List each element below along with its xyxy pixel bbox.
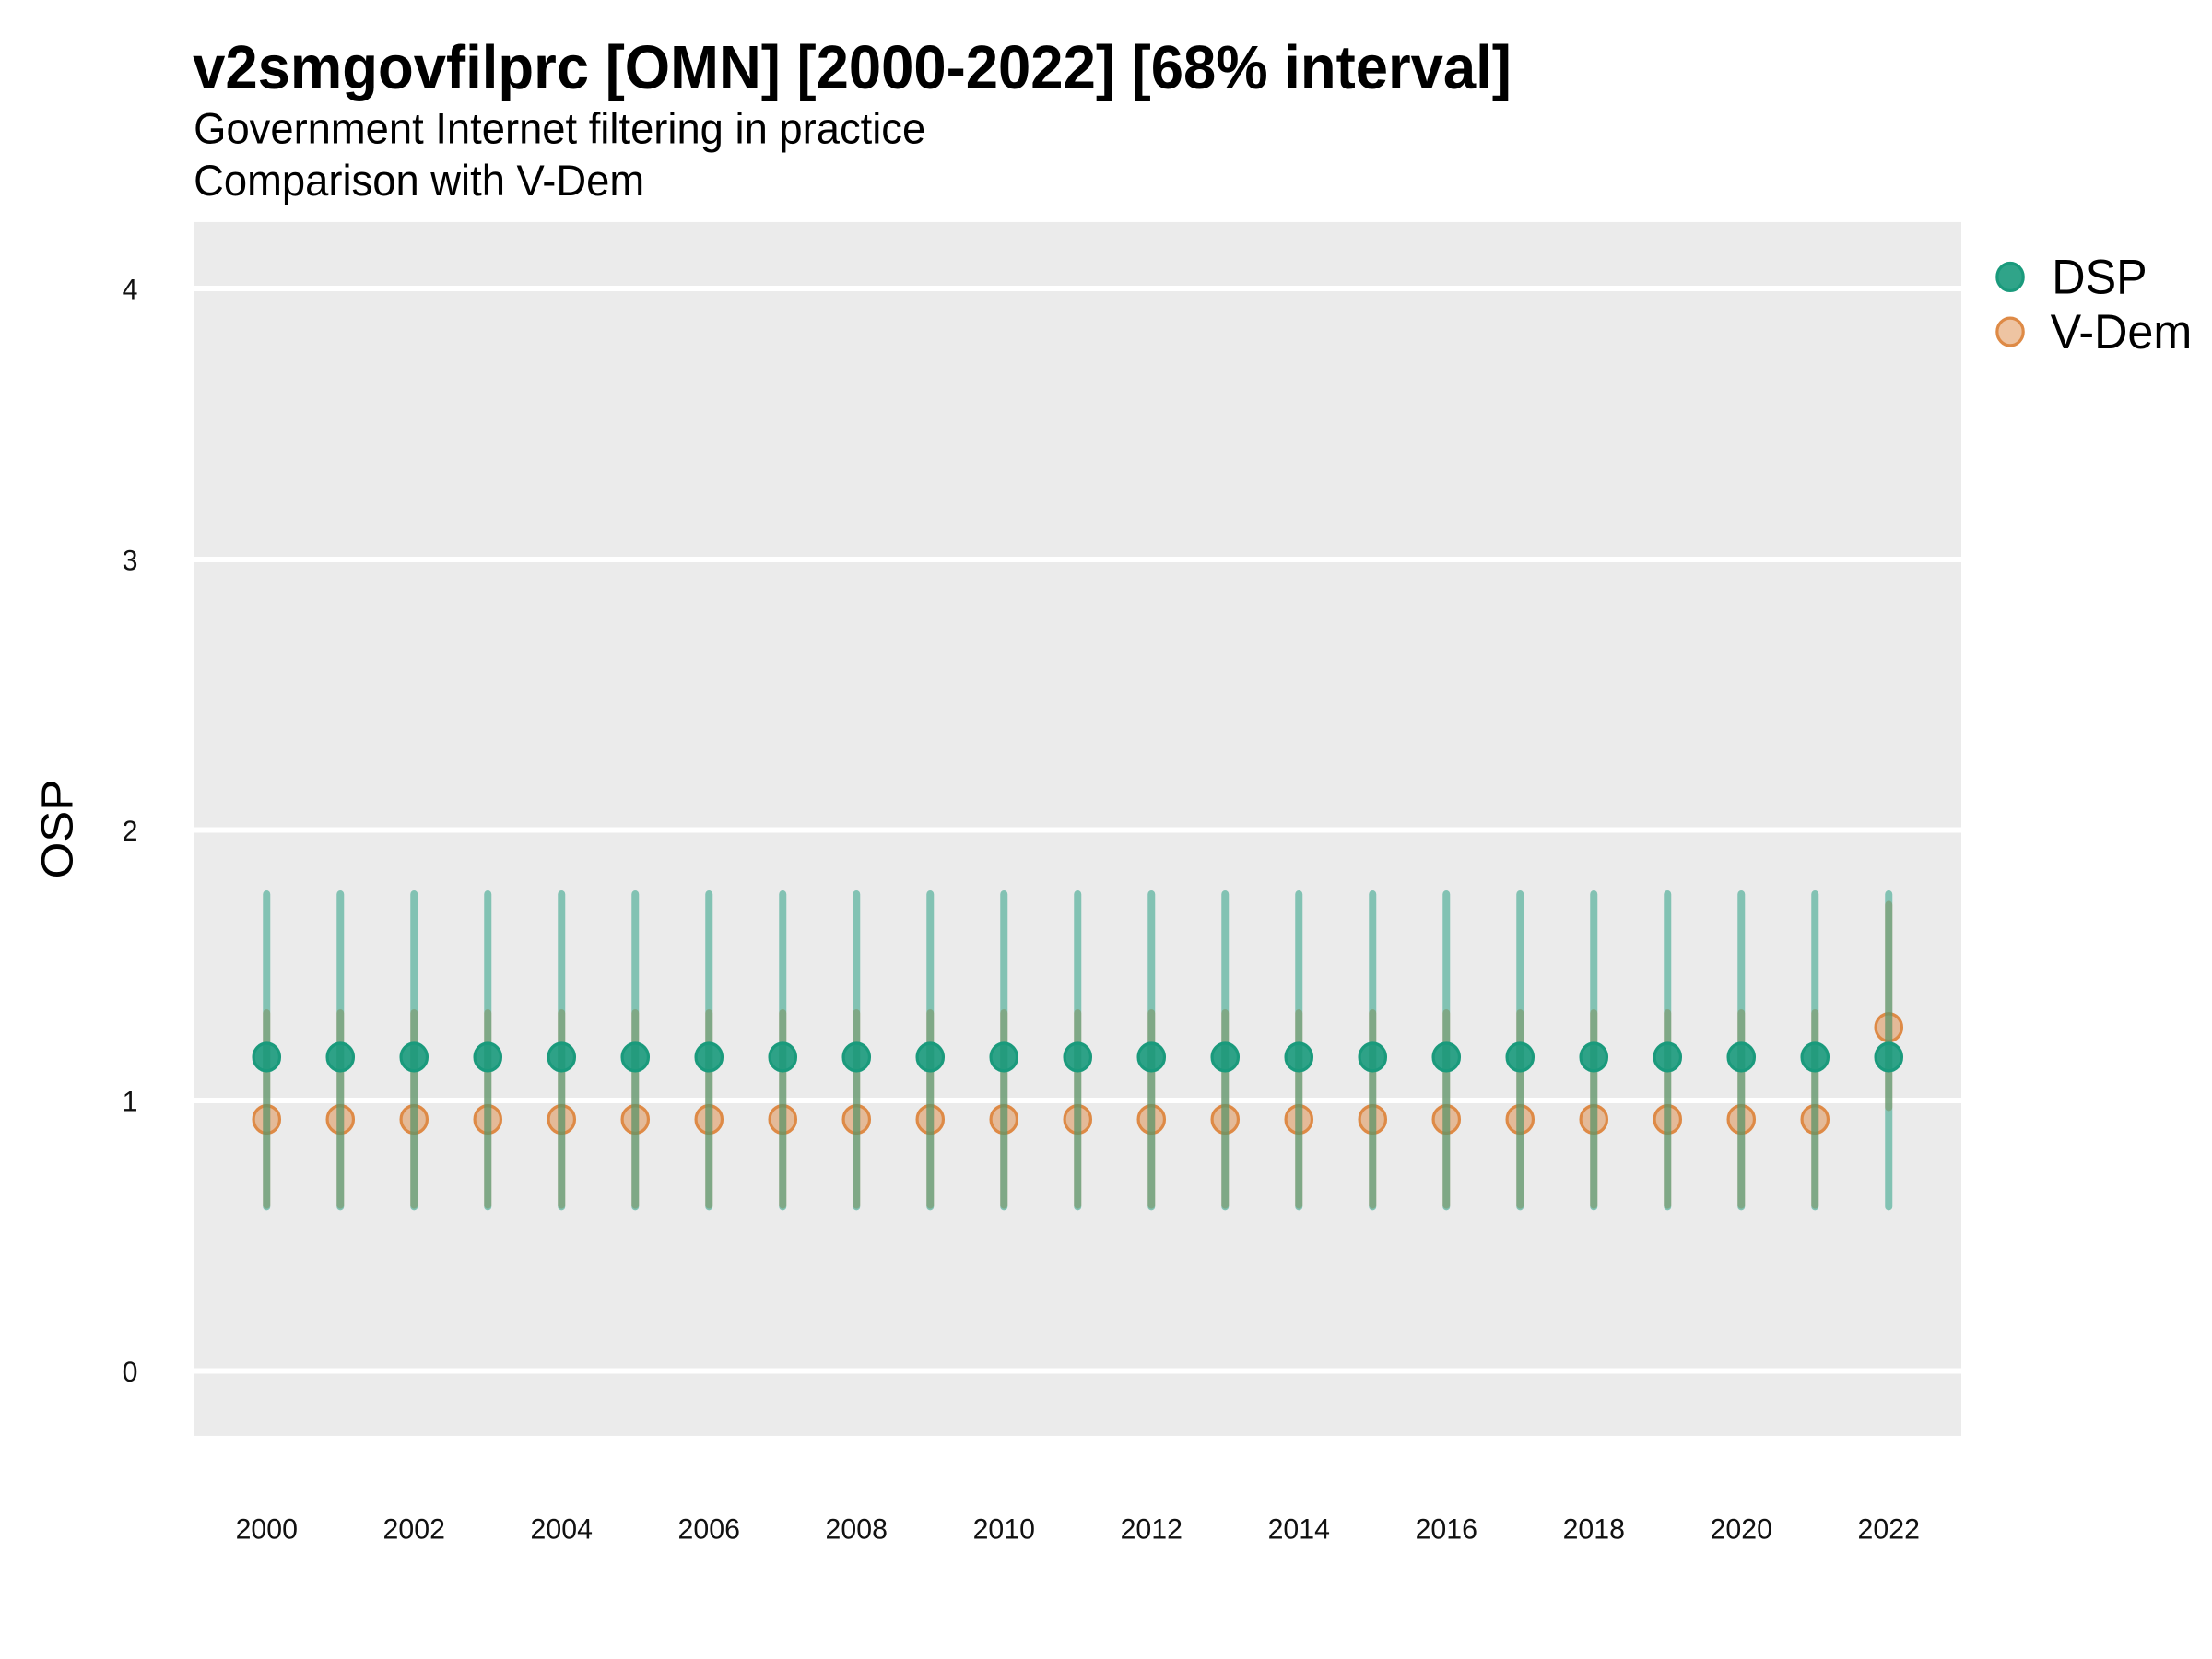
svg-text:2004: 2004 <box>531 1512 593 1546</box>
svg-text:2008: 2008 <box>826 1512 888 1546</box>
svg-text:4: 4 <box>123 273 138 306</box>
svg-text:2014: 2014 <box>1268 1512 1330 1546</box>
svg-text:V-Dem: V-Dem <box>2051 304 2193 359</box>
svg-text:2012: 2012 <box>1121 1512 1182 1546</box>
svg-text:2000: 2000 <box>236 1512 298 1546</box>
svg-text:2002: 2002 <box>383 1512 445 1546</box>
svg-text:2020: 2020 <box>1711 1512 1772 1546</box>
svg-text:2018: 2018 <box>1563 1512 1625 1546</box>
svg-text:v2smgovfilprc [OMN] [2000-2022: v2smgovfilprc [OMN] [2000-2022] [68% int… <box>193 33 1512 102</box>
svg-text:Comparison with V-Dem: Comparison with V-Dem <box>194 156 644 205</box>
svg-text:3: 3 <box>123 544 138 577</box>
svg-text:2: 2 <box>123 814 138 847</box>
svg-text:DSP: DSP <box>2052 249 2147 303</box>
svg-text:0: 0 <box>123 1355 138 1388</box>
svg-text:OSP: OSP <box>32 780 83 879</box>
svg-text:Government Internet filtering: Government Internet filtering in practic… <box>194 103 925 152</box>
svg-text:2016: 2016 <box>1416 1512 1477 1546</box>
svg-text:2022: 2022 <box>1858 1512 1920 1546</box>
svg-text:2006: 2006 <box>678 1512 740 1546</box>
svg-text:1: 1 <box>123 1085 138 1118</box>
svg-text:2010: 2010 <box>973 1512 1035 1546</box>
